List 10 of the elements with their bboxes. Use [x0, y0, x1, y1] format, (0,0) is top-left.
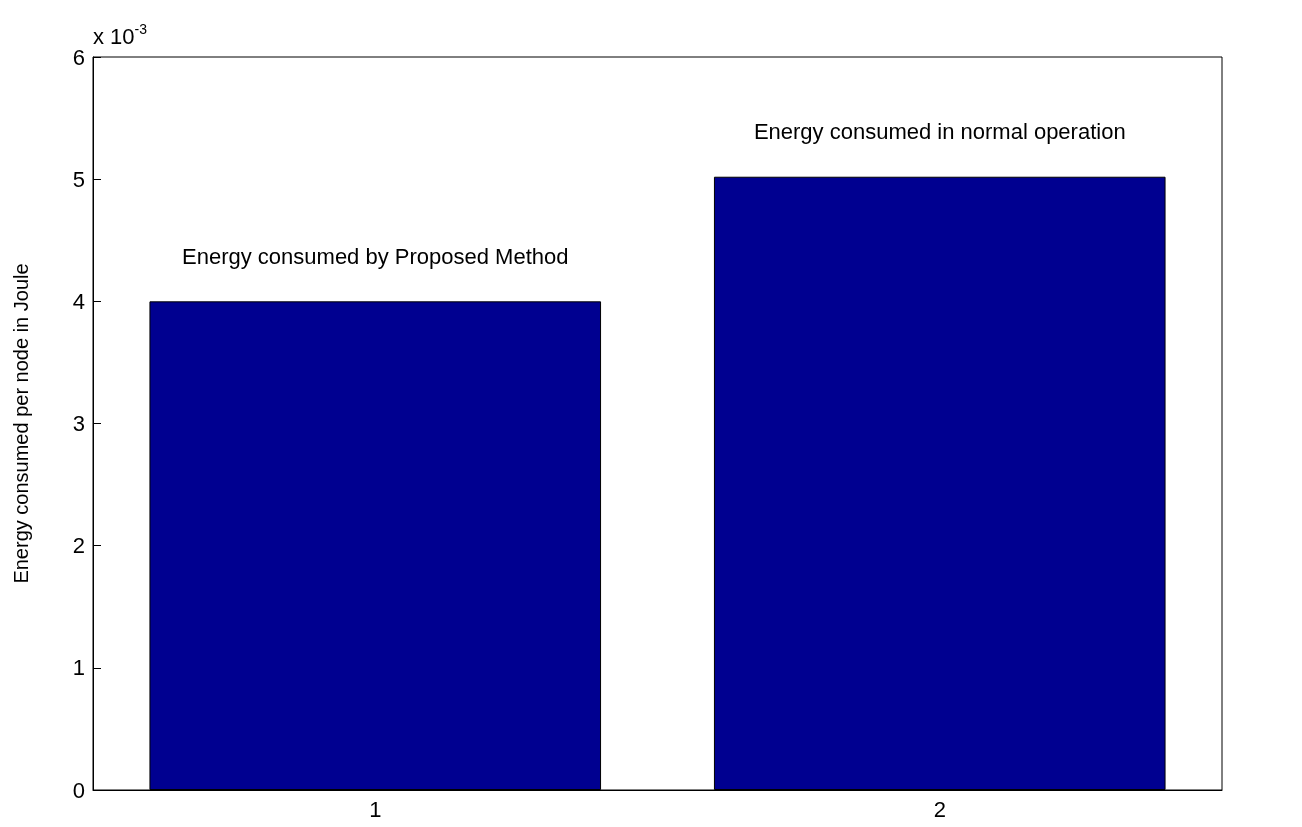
y-tick-label: 0 — [72, 777, 85, 803]
y-axis-title: Energy consumed per node in Joule — [10, 263, 32, 584]
y-tick-label: 1 — [72, 655, 85, 681]
y-tick-label: 4 — [72, 288, 85, 314]
annotation: Energy consumed by Proposed Method — [182, 243, 569, 269]
y-tick-label: 2 — [72, 533, 85, 559]
y-tick-label: 5 — [72, 166, 85, 192]
y-tick-label: 3 — [72, 411, 85, 436]
annotation: Energy consumed in normal operation — [753, 119, 1126, 145]
y-tick-label: 6 — [72, 44, 85, 70]
